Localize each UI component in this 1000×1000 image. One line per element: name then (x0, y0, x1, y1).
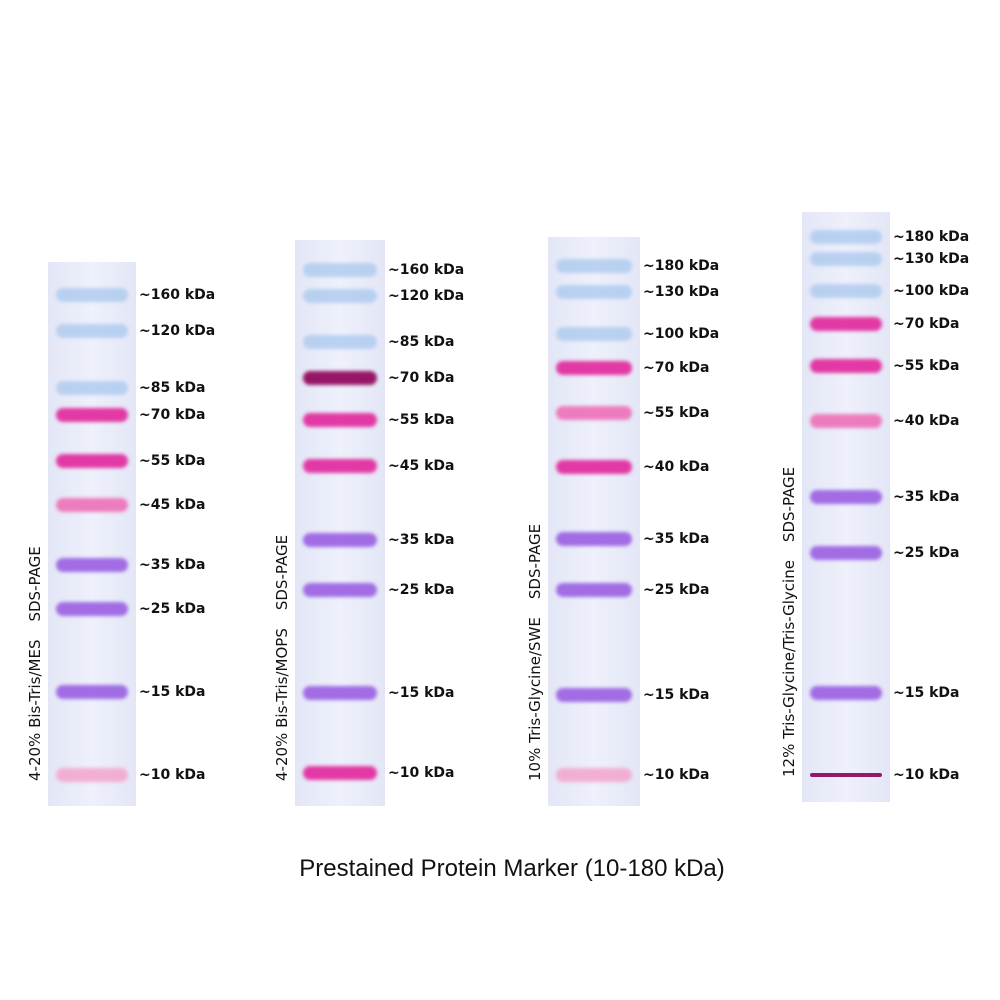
band-label: ~85 kDa (388, 334, 454, 350)
band (303, 766, 377, 780)
band (303, 371, 377, 385)
band-label: ~180 kDa (893, 229, 969, 245)
band-label: ~100 kDa (643, 326, 719, 342)
band-label: ~120 kDa (388, 288, 464, 304)
method: SDS-PAGE (526, 524, 544, 599)
gel-lane (548, 237, 640, 806)
band-label: ~25 kDa (139, 601, 205, 617)
band-label: ~10 kDa (139, 767, 205, 783)
band-label: ~45 kDa (139, 497, 205, 513)
band-label: ~160 kDa (139, 287, 215, 303)
gel-lane (295, 240, 385, 806)
band-label: ~10 kDa (643, 767, 709, 783)
band (810, 414, 882, 428)
band (556, 259, 632, 273)
band (303, 686, 377, 700)
band-label: ~25 kDa (893, 545, 959, 561)
band-label: ~45 kDa (388, 458, 454, 474)
band-label: ~35 kDa (893, 489, 959, 505)
method: SDS-PAGE (780, 467, 798, 542)
lane-caption: 10% Tris-Glycine/SWE SDS-PAGE (526, 524, 544, 781)
band (810, 546, 882, 560)
band (56, 324, 128, 338)
gel-type: 12% Tris-Glycine/Tris-Glycine (780, 560, 798, 777)
band-label: ~35 kDa (139, 557, 205, 573)
band (556, 327, 632, 341)
band (556, 768, 632, 782)
band (56, 288, 128, 302)
band (56, 558, 128, 572)
band-label: ~70 kDa (388, 370, 454, 386)
band-label: ~35 kDa (643, 531, 709, 547)
figure-title: Prestained Protein Marker (10-180 kDa) (299, 855, 725, 882)
band-label: ~10 kDa (893, 767, 959, 783)
band (810, 317, 882, 331)
band-label: ~25 kDa (643, 582, 709, 598)
band (303, 583, 377, 597)
gel-type: 4-20% Bis-Tris/MOPS (273, 628, 291, 781)
band (303, 413, 377, 427)
lane-caption: 12% Tris-Glycine/Tris-Glycine SDS-PAGE (780, 467, 798, 777)
band (56, 498, 128, 512)
band-label: ~10 kDa (388, 765, 454, 781)
band (56, 602, 128, 616)
band (56, 381, 128, 395)
band-label: ~55 kDa (893, 358, 959, 374)
band-label: ~15 kDa (139, 684, 205, 700)
band-label: ~70 kDa (139, 407, 205, 423)
lane-caption: 4-20% Bis-Tris/MOPS SDS-PAGE (273, 535, 291, 781)
band (303, 459, 377, 473)
band-label: ~100 kDa (893, 283, 969, 299)
band (56, 454, 128, 468)
band (810, 773, 882, 777)
band (303, 533, 377, 547)
band (810, 252, 882, 266)
band-label: ~55 kDa (139, 453, 205, 469)
band (556, 361, 632, 375)
gel-type: 10% Tris-Glycine/SWE (526, 617, 544, 781)
band-label: ~130 kDa (893, 251, 969, 267)
band (303, 289, 377, 303)
band (303, 263, 377, 277)
band-label: ~25 kDa (388, 582, 454, 598)
band-label: ~40 kDa (893, 413, 959, 429)
band-label: ~55 kDa (388, 412, 454, 428)
gel-type: 4-20% Bis-Tris/MES (26, 640, 44, 781)
band (556, 583, 632, 597)
band (56, 768, 128, 782)
band (556, 406, 632, 420)
band (556, 688, 632, 702)
lane-caption: 4-20% Bis-Tris/MES SDS-PAGE (26, 546, 44, 781)
band-label: ~130 kDa (643, 284, 719, 300)
gel-lane (48, 262, 136, 806)
band (56, 685, 128, 699)
band-label: ~70 kDa (893, 316, 959, 332)
band-label: ~55 kDa (643, 405, 709, 421)
band (810, 490, 882, 504)
gel-lane (802, 212, 890, 802)
band (810, 284, 882, 298)
band (810, 230, 882, 244)
band-label: ~35 kDa (388, 532, 454, 548)
band-label: ~15 kDa (388, 685, 454, 701)
band (556, 460, 632, 474)
band-label: ~180 kDa (643, 258, 719, 274)
band (810, 359, 882, 373)
band (556, 532, 632, 546)
band-label: ~15 kDa (643, 687, 709, 703)
band-label: ~40 kDa (643, 459, 709, 475)
band-label: ~70 kDa (643, 360, 709, 376)
method: SDS-PAGE (26, 546, 44, 621)
band-label: ~85 kDa (139, 380, 205, 396)
band (810, 686, 882, 700)
band-label: ~120 kDa (139, 323, 215, 339)
band-label: ~160 kDa (388, 262, 464, 278)
method: SDS-PAGE (273, 535, 291, 610)
band (303, 335, 377, 349)
band-label: ~15 kDa (893, 685, 959, 701)
band (556, 285, 632, 299)
band (56, 408, 128, 422)
